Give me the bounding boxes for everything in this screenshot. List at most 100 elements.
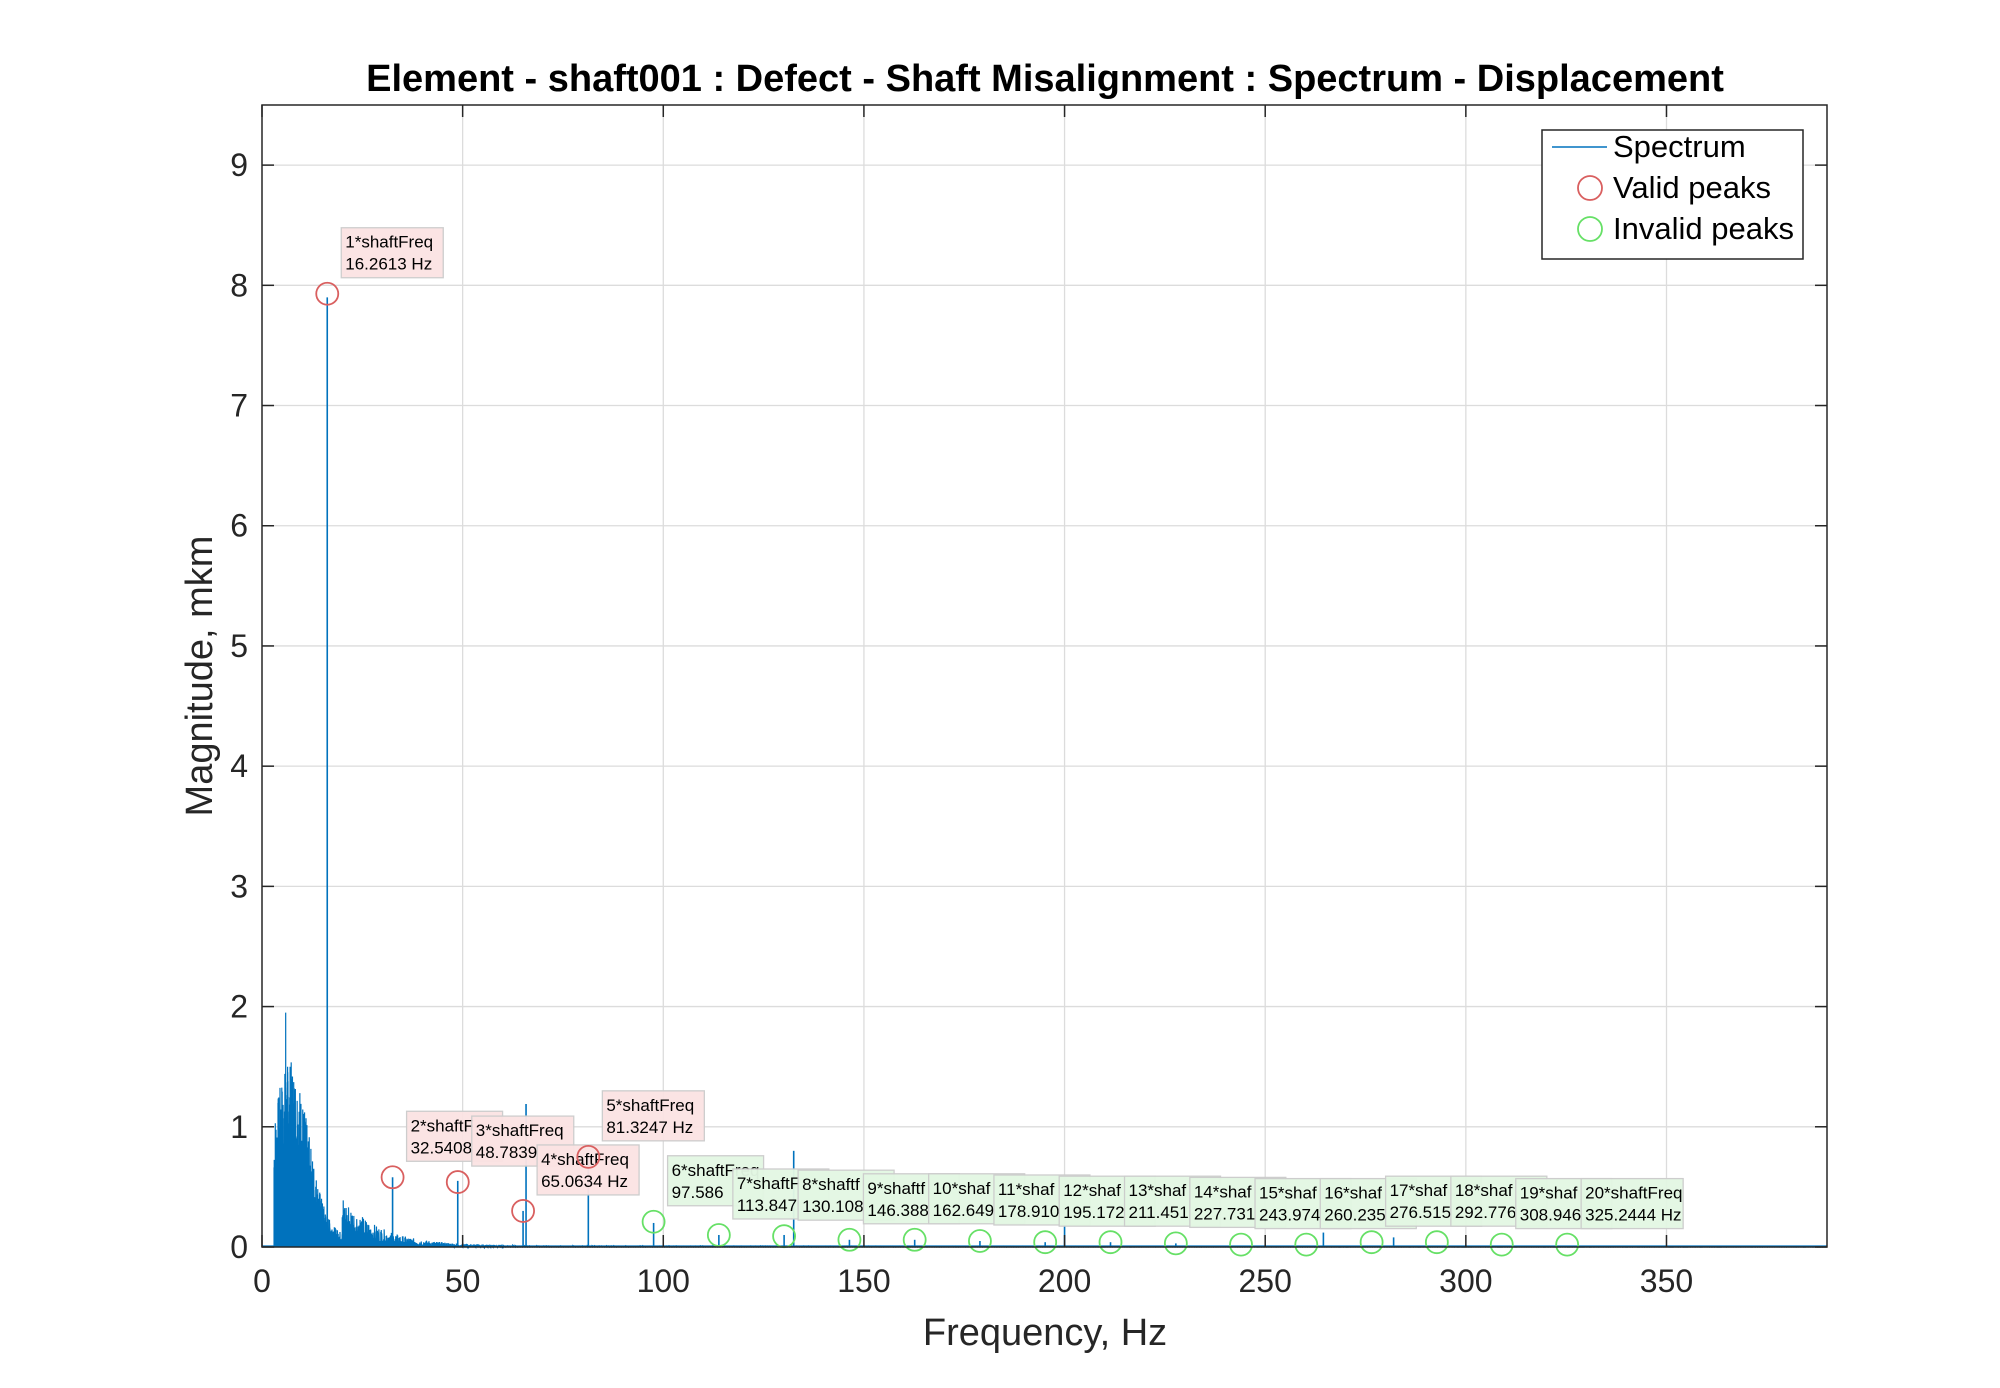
y-tick-label: 1 — [230, 1109, 248, 1145]
peak-label-frequency: 276.515 — [1390, 1203, 1451, 1222]
invalid-peak-marker — [1489, 1232, 1514, 1257]
y-tick-label: 5 — [230, 628, 248, 664]
peak-label-name: 3*shaftFreq — [476, 1121, 564, 1140]
peak-label-name: 13*shaf — [1129, 1181, 1187, 1200]
invalid-peak-annotation: 20*shaftFreq 325.2444 Hz — [1580, 1177, 1684, 1230]
invalid-peak-marker — [1359, 1230, 1384, 1255]
legend-entry-label: Spectrum — [1613, 129, 1746, 164]
x-tick-label: 200 — [1038, 1263, 1091, 1299]
peak-label-frequency: 65.0634 Hz — [541, 1172, 628, 1191]
y-axis-label: Magnitude, mkm — [179, 536, 221, 817]
peak-label-frequency: 16.2613 Hz — [345, 255, 432, 274]
valid-peak-marker — [315, 281, 340, 306]
peak-label-name: 12*shaf — [1063, 1181, 1121, 1200]
peak-label-frequency: 260.235 — [1324, 1206, 1385, 1225]
y-tick-label: 4 — [230, 748, 248, 784]
y-tick-label: 9 — [230, 147, 248, 183]
peak-label-frequency: 130.108 — [802, 1197, 863, 1216]
chart-title: Element - shaft001 : Defect - Shaft Misa… — [366, 58, 1724, 100]
peak-label-frequency: 308.946 — [1520, 1206, 1581, 1225]
invalid-peak-marker — [1033, 1230, 1058, 1255]
peak-label-frequency: 325.2444 Hz — [1585, 1206, 1681, 1225]
peak-label-name: 4*shaftFreq — [541, 1150, 629, 1169]
peak-label-name: 15*shaf — [1259, 1184, 1317, 1203]
invalid-peak-marker — [968, 1229, 992, 1253]
invalid-peak-marker — [706, 1223, 731, 1247]
peak-label-name: 2*shaftF — [411, 1116, 474, 1135]
peak-label-frequency: 211.451 — [1129, 1203, 1189, 1222]
legend-box — [1541, 129, 1804, 260]
peak-label-box — [471, 1115, 575, 1167]
peak-label-name: 20*shaftFreq — [1585, 1184, 1682, 1203]
x-tick-label: 150 — [837, 1263, 890, 1299]
legend-marker-swatch — [1577, 175, 1603, 201]
valid-peak-marker — [511, 1199, 535, 1223]
valid-peak-annotation: 1*shaftFreq 16.2613 Hz — [340, 227, 444, 279]
invalid-peak-annotation: 7*shaftF 113.847 — [732, 1168, 830, 1220]
peak-label-frequency: 243.974 — [1259, 1206, 1320, 1225]
peak-label-name: 10*shaf — [933, 1179, 991, 1198]
invalid-peak-marker — [1294, 1232, 1319, 1257]
x-tick-label: 300 — [1439, 1263, 1492, 1299]
peak-label-frequency: 81.3247 Hz — [606, 1118, 693, 1137]
peak-label-frequency: 32.5408 — [411, 1138, 472, 1157]
y-tick-label: 8 — [230, 267, 248, 303]
invalid-peak-marker — [1555, 1232, 1580, 1257]
x-tick-label: 100 — [637, 1263, 690, 1299]
plot-frame — [261, 104, 1828, 1248]
valid-peak-annotation: 5*shaftFreq 81.3247 Hz — [601, 1090, 705, 1142]
x-axis-label: Frequency, Hz — [923, 1312, 1167, 1354]
peak-label-frequency: 178.910 — [998, 1202, 1059, 1221]
peak-label-frequency: 292.776 — [1455, 1203, 1516, 1222]
peak-markers — [315, 281, 1580, 1257]
peak-label-frequency: 113.847 — [737, 1196, 797, 1215]
valid-peak-marker — [380, 1165, 405, 1190]
invalid-peak-marker — [1163, 1231, 1188, 1256]
peak-label-name: 19*shaf — [1520, 1184, 1578, 1203]
peak-label-frequency: 146.388 — [867, 1201, 928, 1220]
peak-label-name: 16*shaf — [1324, 1184, 1382, 1203]
legend-entry-label: Valid peaks — [1613, 170, 1771, 205]
x-tick-label: 0 — [253, 1263, 271, 1299]
peak-annotations: 1*shaftFreq 16.2613 Hz 2*shaftF 32.54083*sh… — [340, 227, 1684, 1230]
peak-label-name: 7*shaftF — [737, 1174, 800, 1193]
legend-marker-swatch — [1577, 216, 1603, 242]
peak-label-name: 9*shaftf — [867, 1179, 925, 1198]
invalid-peak-marker — [641, 1209, 666, 1234]
peak-label-frequency: 97.586 — [672, 1183, 724, 1202]
axis-ticks: 0 50 100 150 200 250 300 350 0 1 2 3 4 5 6 7 8 9 — [230, 105, 1827, 1299]
peak-label-name: 17*shaf — [1390, 1181, 1448, 1200]
peak-label-box — [1580, 1177, 1684, 1230]
peak-label-name: 5*shaftFreq — [606, 1096, 694, 1115]
y-tick-label: 2 — [230, 989, 248, 1025]
peak-label-frequency: 227.731 — [1194, 1204, 1255, 1223]
plot-background — [262, 105, 1827, 1247]
x-tick-label: 50 — [445, 1263, 481, 1299]
invalid-peak-marker — [837, 1227, 862, 1252]
x-tick-label: 350 — [1640, 1263, 1693, 1299]
y-tick-label: 6 — [230, 508, 248, 544]
peak-label-frequency: 195.172 — [1063, 1203, 1124, 1222]
legend: Spectrum Valid peaks Invalid peaks — [1541, 129, 1804, 260]
peak-label-name: 11*shaf — [998, 1180, 1055, 1199]
invalid-peak-marker — [1229, 1232, 1253, 1257]
invalid-peak-annotation: 14*shaf 227.731 — [1189, 1176, 1287, 1229]
invalid-peak-marker — [902, 1227, 927, 1252]
invalid-peak-marker — [1098, 1230, 1123, 1255]
peak-label-name: 18*shaf — [1455, 1181, 1513, 1200]
grid — [262, 105, 1827, 1247]
peak-label-box — [340, 227, 444, 279]
valid-peak-annotation: 4*shaftFreq 65.0634 Hz — [536, 1144, 640, 1196]
peak-label-name: 8*shaftf — [802, 1175, 860, 1194]
peak-label-box — [601, 1090, 705, 1142]
y-tick-label: 3 — [230, 868, 248, 904]
x-tick-label: 250 — [1239, 1263, 1292, 1299]
legend-entry-label: Invalid peaks — [1613, 211, 1794, 246]
valid-peak-marker — [445, 1170, 470, 1194]
peak-label-frequency: 48.7839 — [476, 1143, 537, 1162]
valid-peak-marker — [576, 1144, 601, 1169]
peak-label-frequency: 162.649 — [933, 1201, 994, 1220]
y-tick-label: 7 — [230, 388, 248, 424]
peak-label-name: 14*shaf — [1194, 1182, 1252, 1201]
